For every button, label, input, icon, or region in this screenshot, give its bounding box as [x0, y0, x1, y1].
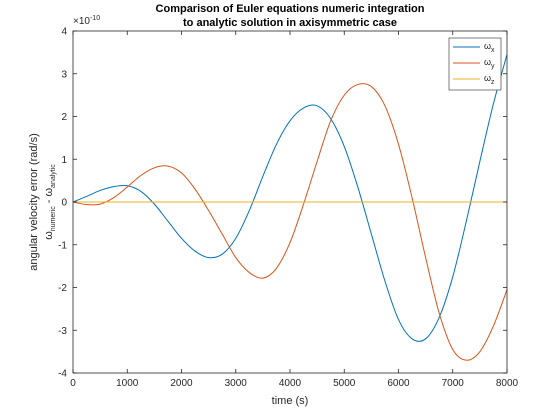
- chart-title: Comparison of Euler equations numeric in…: [156, 3, 425, 15]
- y-minus: -: [43, 197, 55, 207]
- x-tick-label: 4000: [279, 378, 302, 389]
- legend-label-x: ωx: [484, 41, 495, 54]
- series-line-y: [72, 83, 508, 361]
- legend-label-y: ωy: [484, 57, 495, 70]
- y-tick-label: 4: [61, 27, 67, 38]
- legend-label-z: ωz: [484, 73, 495, 86]
- y-sub-numeric: numeric: [50, 206, 57, 231]
- y-omega-2: ω: [43, 188, 55, 197]
- chart-title-group: Comparison of Euler equations numeric in…: [156, 3, 425, 29]
- y-ticks: -4 -3 -2 -1 0 1 2 3 4: [58, 27, 507, 380]
- chart-subtitle: to analytic solution in axisymmetric cas…: [183, 17, 397, 29]
- x-tick-label: 7000: [442, 378, 465, 389]
- x-tick-label: 5000: [333, 378, 356, 389]
- y-tick-label: 0: [61, 198, 67, 209]
- x-ticks: 0 1000 2000 3000 4000 5000 6000 7000 8000: [70, 31, 519, 389]
- x-tick-label: 8000: [496, 378, 519, 389]
- y-tick-label: -2: [58, 283, 67, 294]
- y-sub-analytic: analytic: [50, 164, 57, 188]
- y-exponent-base: ×10: [73, 16, 90, 27]
- y-tick-label: 3: [61, 69, 67, 80]
- y-tick-label: -4: [58, 369, 67, 380]
- y-tick-label: -3: [58, 326, 67, 337]
- y-exponent-power: -10: [90, 15, 100, 22]
- x-tick-label: 2000: [170, 378, 193, 389]
- x-tick-label: 1000: [116, 378, 139, 389]
- legend: ωx ωy ωz: [448, 37, 502, 91]
- series-line-x: [72, 54, 508, 342]
- x-tick-label: 6000: [387, 378, 410, 389]
- y-exponent-label: ×10-10: [73, 15, 100, 27]
- x-tick-label: 0: [70, 378, 76, 389]
- x-axis-label: time (s): [272, 395, 309, 407]
- x-tick-label: 3000: [225, 378, 248, 389]
- y-axis-label-formula: ωnumeric - ωanalytic: [43, 164, 57, 240]
- y-axis-label-main: angular velocity error (rad/s): [28, 133, 40, 271]
- y-tick-label: 2: [61, 112, 67, 123]
- y-tick-label: 1: [61, 155, 67, 166]
- y-tick-label: -1: [58, 240, 67, 251]
- series-layer: [72, 54, 508, 361]
- y-omega-1: ω: [43, 231, 55, 240]
- y-axis-label: angular velocity error (rad/s): [28, 133, 40, 271]
